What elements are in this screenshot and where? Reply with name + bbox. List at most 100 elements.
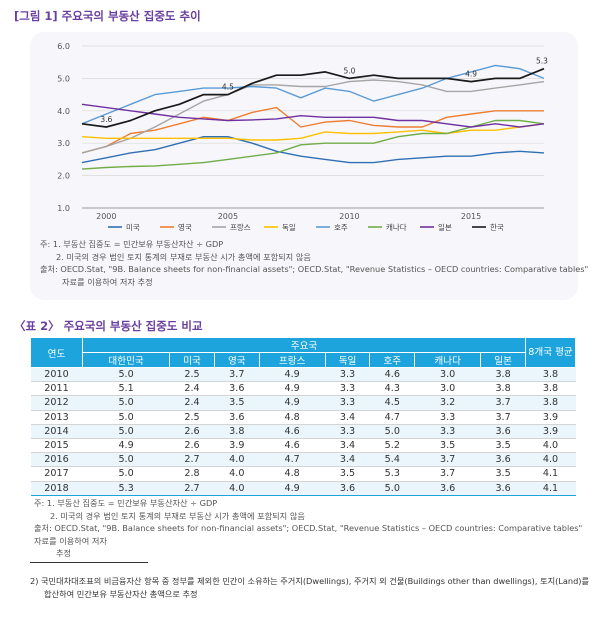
table-cell: 2.4 xyxy=(169,381,215,397)
table-cell: 2.7 xyxy=(169,452,215,468)
table-cell: 5.3 xyxy=(369,466,415,482)
table-cell: 4.0 xyxy=(525,438,576,454)
table-cell: 3.7 xyxy=(480,395,526,411)
table-cell: 5.1 xyxy=(82,381,170,397)
table-cell: 3.3 xyxy=(414,410,481,425)
table-row: 2017 5.0 2.8 4.0 4.8 3.5 5.3 3.7 3.5 4.1 xyxy=(30,466,576,482)
table-cell: 3.4 xyxy=(325,438,370,454)
column-header: 미국 xyxy=(169,352,215,368)
data-label: 4.5 xyxy=(222,83,234,92)
table-cell: 3.6 xyxy=(480,481,526,496)
legend-label: 호주 xyxy=(334,223,348,232)
table-cell: 5.0 xyxy=(369,481,415,496)
y-tick-label: 2.0 xyxy=(57,172,70,181)
table-cell: 2.5 xyxy=(169,367,215,383)
y-tick-label: 3.0 xyxy=(57,139,70,148)
column-header: 캐나다 xyxy=(414,352,482,368)
table-cell: 2014 xyxy=(30,424,83,439)
table-cell: 4.3 xyxy=(369,381,415,397)
table-note: 2. 미국의 경우 법인 토지 통계의 부재로 부동산 시가 총액에 포함되지 … xyxy=(50,510,305,521)
table-cell: 4.9 xyxy=(259,381,326,397)
column-header: 호주 xyxy=(369,352,416,368)
series-line xyxy=(81,79,545,154)
table-cell: 3.6 xyxy=(325,481,370,496)
average-header: 8개국 평균 xyxy=(525,337,576,368)
table-cell: 3.7 xyxy=(214,367,260,383)
table-cell: 3.6 xyxy=(214,410,260,425)
table-cell: 3.5 xyxy=(480,438,526,454)
figure-note: 2. 미국의 경우 법인 토지 통계의 부재로 부동산 시가 총액에 포함되지 … xyxy=(56,251,311,262)
table-cell: 4.9 xyxy=(259,367,326,383)
table-cell: 3.5 xyxy=(414,438,481,454)
footnote: 2) 국민대차대조표의 비금융자산 항목 중 정부를 제외한 민간이 소유하는 … xyxy=(30,575,590,601)
legend-label: 독일 xyxy=(282,223,296,232)
year-header: 연도 xyxy=(30,337,83,368)
table-cell: 2012 xyxy=(30,395,83,411)
column-headers: 대한민국 미국 영국 프랑스 독일 호주 캐나다 일본 xyxy=(31,352,576,368)
comparison-table: 연도 주요국 8개국 평균 대한민국 미국 영국 프랑스 독일 호주 캐나다 일본 2010 5… xyxy=(30,337,576,496)
footnote-rule xyxy=(30,562,148,563)
table-row: 2011 5.1 2.4 3.6 4.9 3.3 4.3 3.0 3.8 3.8 xyxy=(30,381,576,397)
series-line xyxy=(81,67,545,128)
column-header: 영국 xyxy=(213,352,260,368)
table-cell: 3.6 xyxy=(414,481,481,496)
table-row: 2018 5.3 2.7 4.0 4.9 3.6 5.0 3.6 3.6 4.1 xyxy=(30,481,576,496)
series-line xyxy=(81,64,545,125)
series-line xyxy=(81,103,545,128)
table-cell: 3.6 xyxy=(480,452,526,468)
table-cell: 4.7 xyxy=(369,410,415,425)
table-cell: 3.3 xyxy=(325,367,370,383)
x-tick-label: 2005 xyxy=(218,212,238,221)
legend-label: 일본 xyxy=(438,223,452,232)
series-line xyxy=(81,106,544,154)
table-cell: 4.1 xyxy=(525,481,576,496)
table-cell: 3.8 xyxy=(525,381,576,397)
table-cell: 5.0 xyxy=(82,410,170,425)
table-cell: 2018 xyxy=(30,481,83,496)
table-cell: 5.3 xyxy=(82,481,170,496)
y-tick-label: 6.0 xyxy=(57,42,70,51)
table-cell: 4.5 xyxy=(369,395,415,411)
table-cell: 2.4 xyxy=(169,395,215,411)
table-cell: 3.5 xyxy=(480,466,526,482)
table-row: 2016 5.0 2.7 4.0 4.7 3.4 5.4 3.7 3.6 4.0 xyxy=(30,452,576,468)
column-header: 대한민국 xyxy=(81,352,171,368)
data-label: 5.0 xyxy=(344,66,356,75)
y-tick-label: 5.0 xyxy=(57,74,70,83)
line-chart: 1.0 2.0 3.0 4.0 5.0 6.0 2000 2005 2010 2015 3.6 4.5… xyxy=(57,42,548,232)
footnote-line: 합산하여 민간보유 부동산자산 총액으로 추정 xyxy=(44,589,198,599)
table-cell: 3.8 xyxy=(525,395,576,411)
table-source-cont: 추정 xyxy=(56,548,72,558)
table-cell: 4.6 xyxy=(259,424,326,439)
table-cell: 4.8 xyxy=(259,466,326,482)
table-cell: 5.2 xyxy=(369,438,415,454)
figure-source-cont: 자료를 이용하여 저자 추정 xyxy=(62,276,153,287)
table-cell: 2011 xyxy=(30,381,83,397)
table-cell: 5.0 xyxy=(82,452,170,468)
table-cell: 4.9 xyxy=(82,438,170,454)
table-cell: 4.8 xyxy=(259,410,326,425)
table-row: 2013 5.0 2.5 3.6 4.8 3.4 4.7 3.3 3.7 3.9 xyxy=(30,410,576,425)
table-cell: 3.7 xyxy=(414,466,481,482)
table-cell: 3.6 xyxy=(480,424,526,439)
table-cell: 4.0 xyxy=(214,466,260,482)
table-cell: 2016 xyxy=(30,452,83,468)
table-cell: 5.0 xyxy=(82,367,170,383)
table-title: 〈표 2〉 주요국의 부동산 집중도 비교 xyxy=(14,319,203,333)
x-tick-label: 2010 xyxy=(339,212,359,221)
table-cell: 4.0 xyxy=(214,452,260,468)
y-tick-label: 4.0 xyxy=(57,107,70,116)
table-cell: 3.8 xyxy=(480,367,526,383)
table-cell: 2010 xyxy=(30,367,83,383)
legend-label: 프랑스 xyxy=(230,223,251,232)
table-cell: 4.0 xyxy=(525,452,576,468)
table-cell: 3.8 xyxy=(480,381,526,397)
table-cell: 4.7 xyxy=(259,452,326,468)
series-line xyxy=(81,123,545,141)
table-cell: 2.7 xyxy=(169,481,215,496)
table-cell: 2013 xyxy=(30,410,83,425)
column-header: 일본 xyxy=(480,352,526,368)
table-cell: 3.7 xyxy=(480,410,526,425)
table-row: 2014 5.0 2.6 3.8 4.6 3.3 5.0 3.3 3.6 3.9 xyxy=(30,424,576,439)
table-cell: 3.9 xyxy=(525,410,576,425)
